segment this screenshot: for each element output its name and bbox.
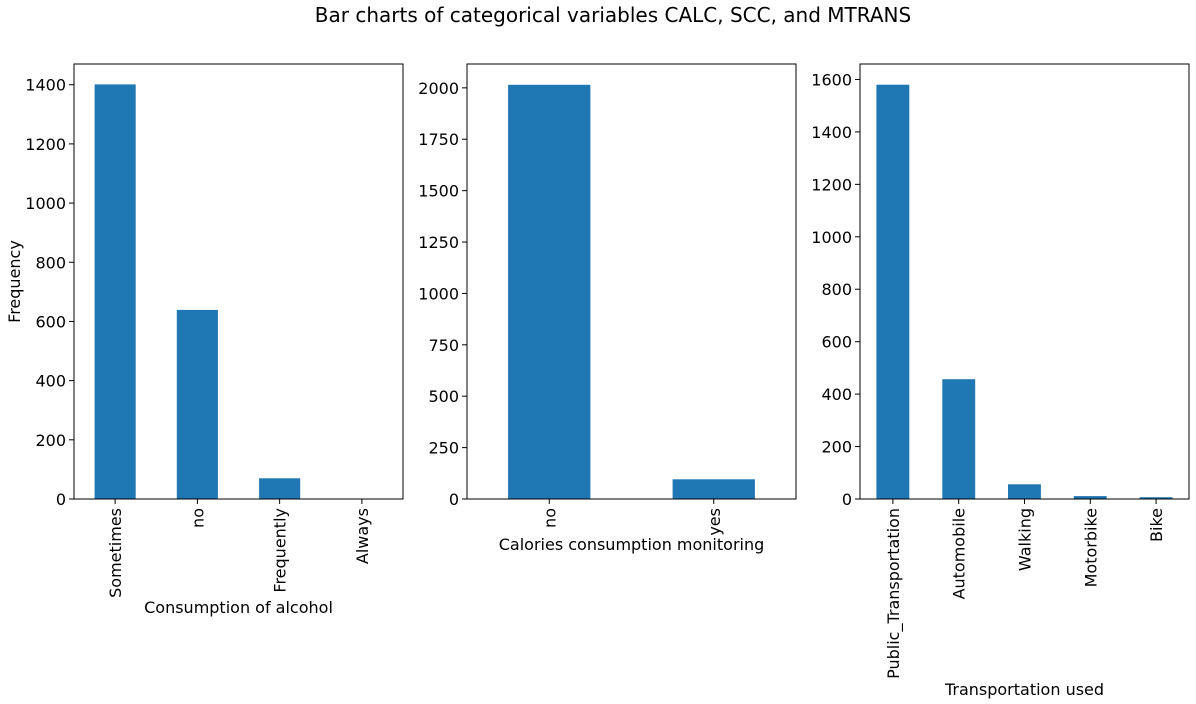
x-axis-label: Consumption of alcohol xyxy=(144,598,333,617)
y-tick-label: 0 xyxy=(449,490,459,509)
x-tick-label: Bike xyxy=(1147,508,1166,542)
bar-frequently xyxy=(259,478,301,499)
y-axis-label: Frequency xyxy=(5,240,24,323)
y-tick-label: 800 xyxy=(35,253,66,272)
x-tick-label: Public_Transportation xyxy=(884,508,904,679)
y-tick-label: 500 xyxy=(428,387,459,406)
y-tick-label: 200 xyxy=(35,431,66,450)
y-tick-label: 1000 xyxy=(25,194,66,213)
x-tick-label: Automobile xyxy=(950,508,969,599)
bar-bike xyxy=(1139,497,1173,499)
x-tick-label: no xyxy=(188,508,207,528)
bar-yes xyxy=(672,479,755,499)
chart-1: 0 200 400 600 800 1000 1200 1400 Sometimes no Freq… xyxy=(5,63,404,617)
x-axis-label: Transportation used xyxy=(944,680,1104,699)
y-tick-label: 1200 xyxy=(25,135,66,154)
axes-frame xyxy=(466,63,797,500)
y-tick-label: 200 xyxy=(821,438,852,457)
x-tick-label: Motorbike xyxy=(1081,508,1100,587)
y-tick-label: 1200 xyxy=(811,175,852,194)
x-axis-label: Calories consumption monitoring xyxy=(499,535,765,554)
y-tick-label: 2000 xyxy=(418,79,459,98)
bar-walking xyxy=(1008,484,1041,499)
x-tick-label: Sometimes xyxy=(106,508,125,598)
y-tick-label: 0 xyxy=(842,490,852,509)
y-tick-label: 250 xyxy=(428,439,459,458)
chart-2: 0 250 500 750 1000 1250 1500 1750 2000 no yesCalor… xyxy=(418,63,797,554)
y-tick-label: 400 xyxy=(35,372,66,391)
y-tick-label: 600 xyxy=(821,333,852,352)
y-tick-label: 1000 xyxy=(811,228,852,247)
axes-frame xyxy=(73,63,404,500)
chart-3: 0 200 400 600 800 1000 1200 1400 1600 Public_Tran… xyxy=(811,63,1190,699)
y-tick-label: 1750 xyxy=(418,130,459,149)
x-tick-label: no xyxy=(540,508,559,528)
y-tick-label: 0 xyxy=(56,490,66,509)
charts-container: 0 200 400 600 800 1000 1200 1400 Sometimes no Freq… xyxy=(5,63,1190,699)
bar-automobile xyxy=(942,379,976,499)
y-tick-label: 1400 xyxy=(811,123,852,142)
y-tick-label: 750 xyxy=(428,336,459,355)
y-tick-label: 1500 xyxy=(418,182,459,201)
y-tick-label: 1600 xyxy=(811,70,852,89)
y-tick-label: 1250 xyxy=(418,233,459,252)
x-tick-label: Walking xyxy=(1016,508,1035,571)
bar-no xyxy=(176,309,218,499)
bar-public-transportation xyxy=(876,84,910,499)
y-tick-label: 800 xyxy=(821,280,852,299)
y-tick-label: 600 xyxy=(35,312,66,331)
y-tick-label: 400 xyxy=(821,385,852,404)
bar-no xyxy=(508,84,591,500)
x-tick-label: Always xyxy=(353,508,372,564)
bar-motorbike xyxy=(1073,496,1107,499)
x-tick-label: yes xyxy=(705,508,724,536)
figure-title: Bar charts of categorical variables CALC… xyxy=(315,3,911,27)
x-tick-label: Frequently xyxy=(271,508,290,593)
y-tick-label: 1400 xyxy=(25,76,66,95)
axes-frame xyxy=(859,63,1190,500)
y-tick-label: 1000 xyxy=(418,284,459,303)
bar-sometimes xyxy=(94,84,136,500)
